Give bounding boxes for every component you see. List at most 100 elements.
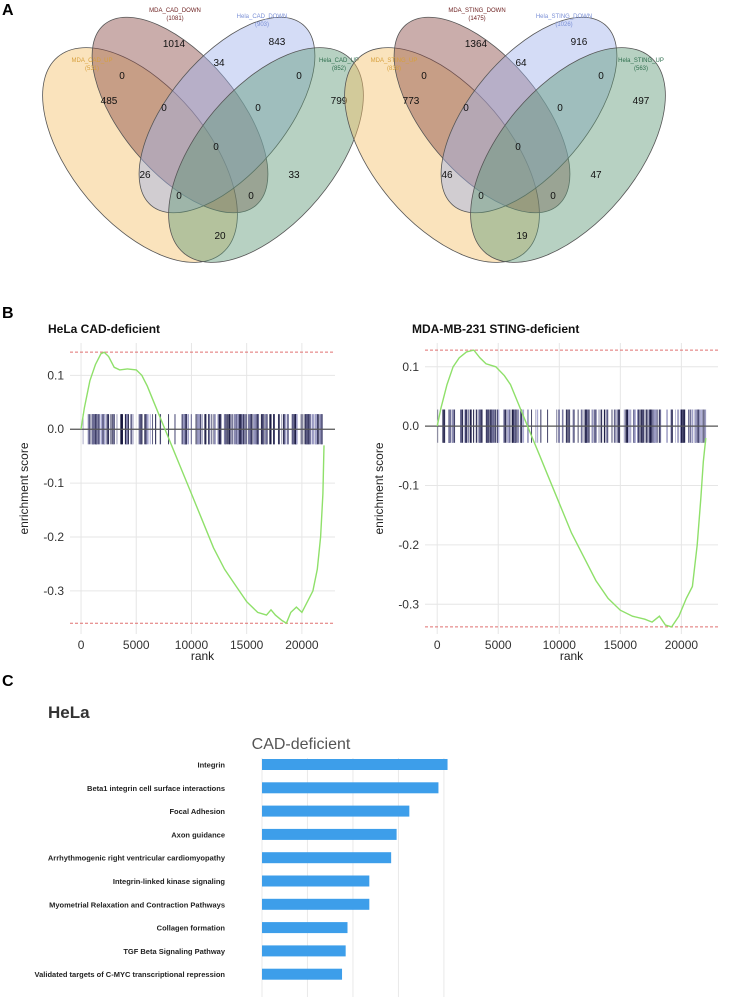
bar bbox=[262, 876, 369, 887]
y-axis-label: enrichment score bbox=[372, 442, 386, 534]
bar bbox=[262, 852, 391, 863]
venn-diagram-sting: MDA_STING_UP (838) MDA_STING_DOWN (1475) Hel… bbox=[308, 0, 703, 297]
venn-region-count: 0 bbox=[598, 71, 604, 82]
x-tick-label: 5000 bbox=[123, 638, 150, 652]
bar bbox=[262, 759, 448, 770]
venn-set-size: (838) bbox=[387, 66, 401, 72]
panel-label-c: C bbox=[2, 673, 14, 690]
y-tick-label: -0.3 bbox=[43, 584, 64, 598]
venn-region-count: 26 bbox=[139, 170, 151, 181]
venn-region-count: 19 bbox=[516, 231, 528, 242]
y-tick-label: -0.3 bbox=[398, 597, 419, 611]
panel-label-a: A bbox=[2, 2, 14, 19]
bar bbox=[262, 782, 438, 793]
x-tick-label: 15000 bbox=[604, 638, 638, 652]
venn-set-name: Hela_CAD_DOWN bbox=[237, 14, 288, 20]
enrichment-curve bbox=[81, 352, 324, 623]
bar-category-label: Axon guidance bbox=[171, 830, 225, 839]
venn-region-count: 773 bbox=[403, 96, 420, 107]
venn-diagram-cad: MDA_CAD_UP (531) MDA_CAD_DOWN (1081) Hela_CA… bbox=[6, 0, 401, 297]
bar-category-label: Arrhythmogenic right ventricular cardiom… bbox=[48, 854, 226, 863]
y-axis-label: enrichment score bbox=[17, 442, 31, 534]
bar-category-label: TGF Beta Signaling Pathway bbox=[123, 947, 226, 956]
venn-region-count: 0 bbox=[213, 142, 219, 153]
venn-region-count: 0 bbox=[161, 103, 167, 114]
bar-category-label: Beta1 integrin cell surface interactions bbox=[87, 784, 225, 793]
y-tick-label: 0.1 bbox=[402, 360, 419, 374]
gsea-plot-hela-cad: 0 5000 10000 15000 20000 0.1 0.0 -0.1 -0.2 -0.3 ra… bbox=[17, 322, 335, 663]
bar-chart-title: CAD-deficient bbox=[252, 736, 351, 753]
venn-region-count: 33 bbox=[288, 170, 300, 181]
venn-region-count: 0 bbox=[421, 71, 427, 82]
bar-category-label: Validated targets of C-MYC transcription… bbox=[35, 970, 226, 979]
venn-set-name: Hela_STING_UP bbox=[618, 58, 664, 64]
x-tick-label: 0 bbox=[78, 638, 85, 652]
y-tick-label: -0.2 bbox=[43, 530, 64, 544]
plot-title: MDA-MB-231 STING-deficient bbox=[412, 322, 579, 336]
bar bbox=[262, 829, 397, 840]
x-axis-label: rank bbox=[191, 649, 215, 663]
bar bbox=[262, 922, 347, 933]
bar-category-label: Integrin bbox=[198, 761, 226, 770]
venn-set-size: (1475) bbox=[468, 16, 485, 22]
venn-set-size: (852) bbox=[332, 66, 346, 72]
venn-set-name: MDA_STING_DOWN bbox=[448, 8, 505, 14]
bar-category-label: Focal Adhesion bbox=[169, 807, 225, 816]
venn-region-count: 1014 bbox=[163, 39, 186, 50]
y-tick-label: 0.0 bbox=[47, 422, 64, 436]
panel-c-heading: HeLa bbox=[48, 703, 90, 722]
venn-region-count: 0 bbox=[550, 191, 556, 202]
y-tick-label: 0.0 bbox=[402, 419, 419, 433]
enrichment-bar-chart: CAD-deficient Integrin Beta1 integrin cell… bbox=[35, 736, 453, 997]
bar-category-label: Integrin-linked kinase signaling bbox=[113, 877, 226, 886]
venn-set-name: MDA_STING_UP bbox=[371, 58, 418, 64]
x-tick-label: 20000 bbox=[285, 638, 319, 652]
y-tick-label: 0.1 bbox=[47, 368, 64, 382]
x-tick-label: 5000 bbox=[485, 638, 512, 652]
y-tick-label: -0.1 bbox=[43, 476, 64, 490]
venn-region-count: 0 bbox=[478, 191, 484, 202]
venn-region-count: 0 bbox=[176, 191, 182, 202]
venn-set-name: Hela_CAD_UP bbox=[319, 58, 359, 64]
venn-set-name: MDA_CAD_UP bbox=[71, 58, 112, 64]
venn-region-count: 20 bbox=[214, 231, 226, 242]
venn-region-count: 0 bbox=[515, 142, 521, 153]
bar bbox=[262, 969, 342, 980]
venn-region-count: 0 bbox=[248, 191, 254, 202]
venn-region-count: 64 bbox=[515, 58, 527, 69]
venn-region-count: 0 bbox=[119, 71, 125, 82]
venn-set-size: (903) bbox=[255, 22, 269, 28]
bar-category-label: Myometrial Relaxation and Contraction Pa… bbox=[49, 900, 225, 909]
x-tick-label: 0 bbox=[434, 638, 441, 652]
venn-region-count: 916 bbox=[571, 37, 588, 48]
venn-set-size: (1081) bbox=[166, 16, 183, 22]
venn-region-count: 47 bbox=[590, 170, 602, 181]
venn-region-count: 0 bbox=[463, 103, 469, 114]
venn-region-count: 1364 bbox=[465, 39, 488, 50]
bar bbox=[262, 806, 409, 817]
venn-region-count: 34 bbox=[213, 58, 225, 69]
venn-set-size: (563) bbox=[634, 66, 648, 72]
bar bbox=[262, 945, 346, 956]
x-tick-label: 15000 bbox=[230, 638, 264, 652]
gsea-plot-mda-sting: 0 5000 10000 15000 20000 0.1 0.0 -0.1 -0.2 -0.3 ra… bbox=[372, 322, 718, 663]
venn-region-count: 46 bbox=[441, 170, 453, 181]
venn-region-count: 843 bbox=[269, 37, 286, 48]
venn-region-count: 0 bbox=[557, 103, 563, 114]
venn-region-count: 485 bbox=[101, 96, 118, 107]
y-tick-label: -0.1 bbox=[398, 479, 419, 493]
bar-category-label: Collagen formation bbox=[157, 924, 226, 933]
venn-region-count: 497 bbox=[633, 96, 650, 107]
venn-region-count: 0 bbox=[296, 71, 302, 82]
venn-set-size: (1026) bbox=[555, 22, 572, 28]
venn-set-name: Hela_STING_DOWN bbox=[536, 14, 592, 20]
enrichment-curve bbox=[437, 350, 706, 627]
x-tick-label: 20000 bbox=[665, 638, 699, 652]
venn-set-name: MDA_CAD_DOWN bbox=[149, 8, 201, 14]
plot-title: HeLa CAD-deficient bbox=[48, 322, 160, 336]
x-axis-label: rank bbox=[560, 649, 584, 663]
panel-label-b: B bbox=[2, 305, 14, 322]
venn-set-size: (531) bbox=[85, 66, 99, 72]
bar bbox=[262, 899, 369, 910]
